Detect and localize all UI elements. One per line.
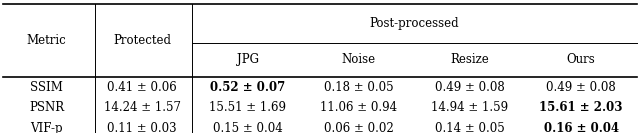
Text: Protected: Protected [113,34,171,47]
Text: Metric: Metric [27,34,67,47]
Text: 0.15 ± 0.04: 0.15 ± 0.04 [212,122,282,133]
Text: 14.24 ± 1.57: 14.24 ± 1.57 [104,101,180,114]
Text: JPG: JPG [237,53,259,66]
Text: 15.61 ± 2.03: 15.61 ± 2.03 [540,101,623,114]
Text: 11.06 ± 0.94: 11.06 ± 0.94 [320,101,397,114]
Text: VIF-p: VIF-p [31,122,63,133]
Text: 0.14 ± 0.05: 0.14 ± 0.05 [435,122,505,133]
Text: SSIM: SSIM [30,81,63,94]
Text: 0.18 ± 0.05: 0.18 ± 0.05 [324,81,394,94]
Text: 14.94 ± 1.59: 14.94 ± 1.59 [431,101,509,114]
Text: 0.06 ± 0.02: 0.06 ± 0.02 [324,122,394,133]
Text: 0.52 ± 0.07: 0.52 ± 0.07 [210,81,285,94]
Text: Ours: Ours [567,53,596,66]
Text: Resize: Resize [451,53,490,66]
Text: 0.49 ± 0.08: 0.49 ± 0.08 [435,81,505,94]
Text: 0.11 ± 0.03: 0.11 ± 0.03 [108,122,177,133]
Text: Noise: Noise [342,53,376,66]
Text: 0.41 ± 0.06: 0.41 ± 0.06 [108,81,177,94]
Text: Post-processed: Post-processed [369,17,460,30]
Text: PSNR: PSNR [29,101,64,114]
Text: 0.16 ± 0.04: 0.16 ± 0.04 [543,122,619,133]
Text: 15.51 ± 1.69: 15.51 ± 1.69 [209,101,286,114]
Text: 0.49 ± 0.08: 0.49 ± 0.08 [547,81,616,94]
